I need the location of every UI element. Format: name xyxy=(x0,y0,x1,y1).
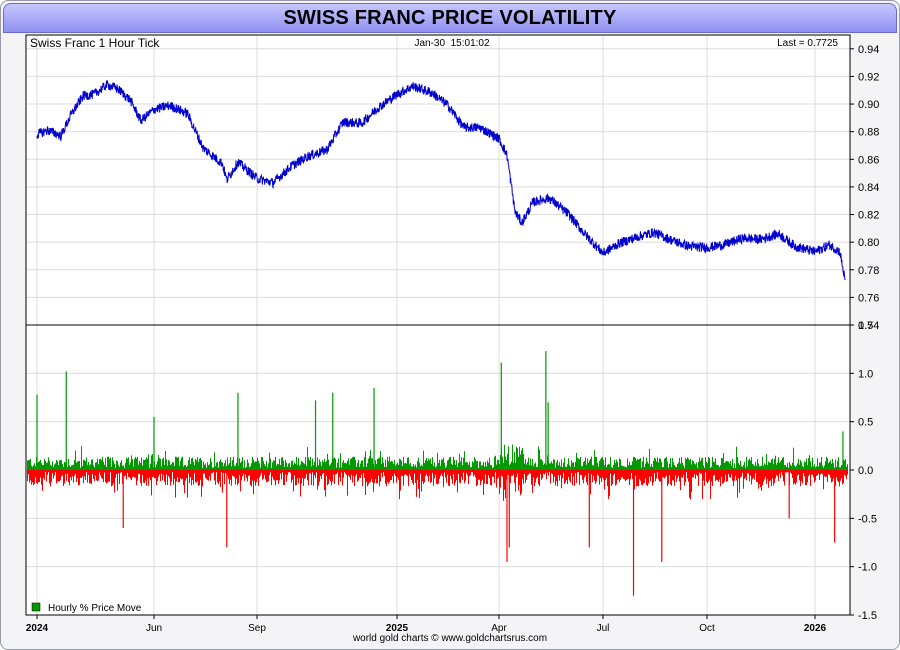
price-y-tick-label: 0.76 xyxy=(858,292,879,304)
x-tick-label: 2026 xyxy=(804,623,827,634)
price-y-tick-label: 0.78 xyxy=(858,265,879,277)
legend-swatch xyxy=(31,602,41,612)
price-y-tick-label: 0.86 xyxy=(858,154,879,166)
price-y-tick-label: 0.88 xyxy=(858,127,879,139)
x-tick-label: Sep xyxy=(248,623,266,634)
price-line-group xyxy=(36,79,846,281)
price-y-tick-label: 0.94 xyxy=(858,44,879,56)
price-y-tick-label: 0.80 xyxy=(858,237,879,249)
page-title: SWISS FRANC PRICE VOLATILITY xyxy=(283,6,617,29)
legend-label: Hourly % Price Move xyxy=(48,603,142,614)
price-y-tick-label: 0.84 xyxy=(858,182,879,194)
x-tick-label: 2025 xyxy=(386,623,409,634)
price-y-tick-label: 0.92 xyxy=(858,71,879,83)
price-y-tick-label: 0.90 xyxy=(858,99,879,111)
x-tick-label: Oct xyxy=(699,623,715,634)
last-price: Last = 0.7725 xyxy=(777,38,838,49)
volatility-y-axis: 1.5 1.0 0.5 0.0 -0.5 -1.0 -1.5 xyxy=(850,320,877,622)
price-chart-title: Swiss Franc 1 Hour Tick xyxy=(30,36,160,50)
volatility-y-tick-label: -0.5 xyxy=(858,513,877,525)
price-y-tick-label: 0.82 xyxy=(858,210,879,222)
price-line xyxy=(36,79,846,281)
price-y-axis: 0.94 0.92 0.90 0.88 0.86 0.84 0.82 0.80 0.78 0.76… xyxy=(850,44,879,332)
volatility-y-tick-label: 0.5 xyxy=(858,417,873,429)
x-axis: 2024 Jun Sep 2025 Apr Jul Oct 2026 xyxy=(26,615,827,634)
x-tick-label: Apr xyxy=(491,623,507,634)
volatility-y-tick-label: 0.0 xyxy=(858,465,873,477)
x-tick-label: 2024 xyxy=(26,623,49,634)
volatility-bars xyxy=(27,351,848,596)
volatility-y-tick-label: -1.5 xyxy=(858,610,877,622)
footer-credit: world gold charts © www.goldchartsrus.co… xyxy=(352,633,548,644)
volatility-y-tick-label: -1.0 xyxy=(858,562,877,574)
volatility-y-tick-label: 1.5 xyxy=(858,320,873,332)
x-tick-label: Jun xyxy=(146,623,162,634)
title-bar: SWISS FRANC PRICE VOLATILITY xyxy=(3,3,897,33)
price-y-tick-label: 0.74 xyxy=(858,320,879,332)
timestamp: Jan-30 15:01:02 xyxy=(414,38,489,49)
volatility-y-tick-label: 1.0 xyxy=(858,368,873,380)
x-tick-label: Jul xyxy=(597,623,610,634)
